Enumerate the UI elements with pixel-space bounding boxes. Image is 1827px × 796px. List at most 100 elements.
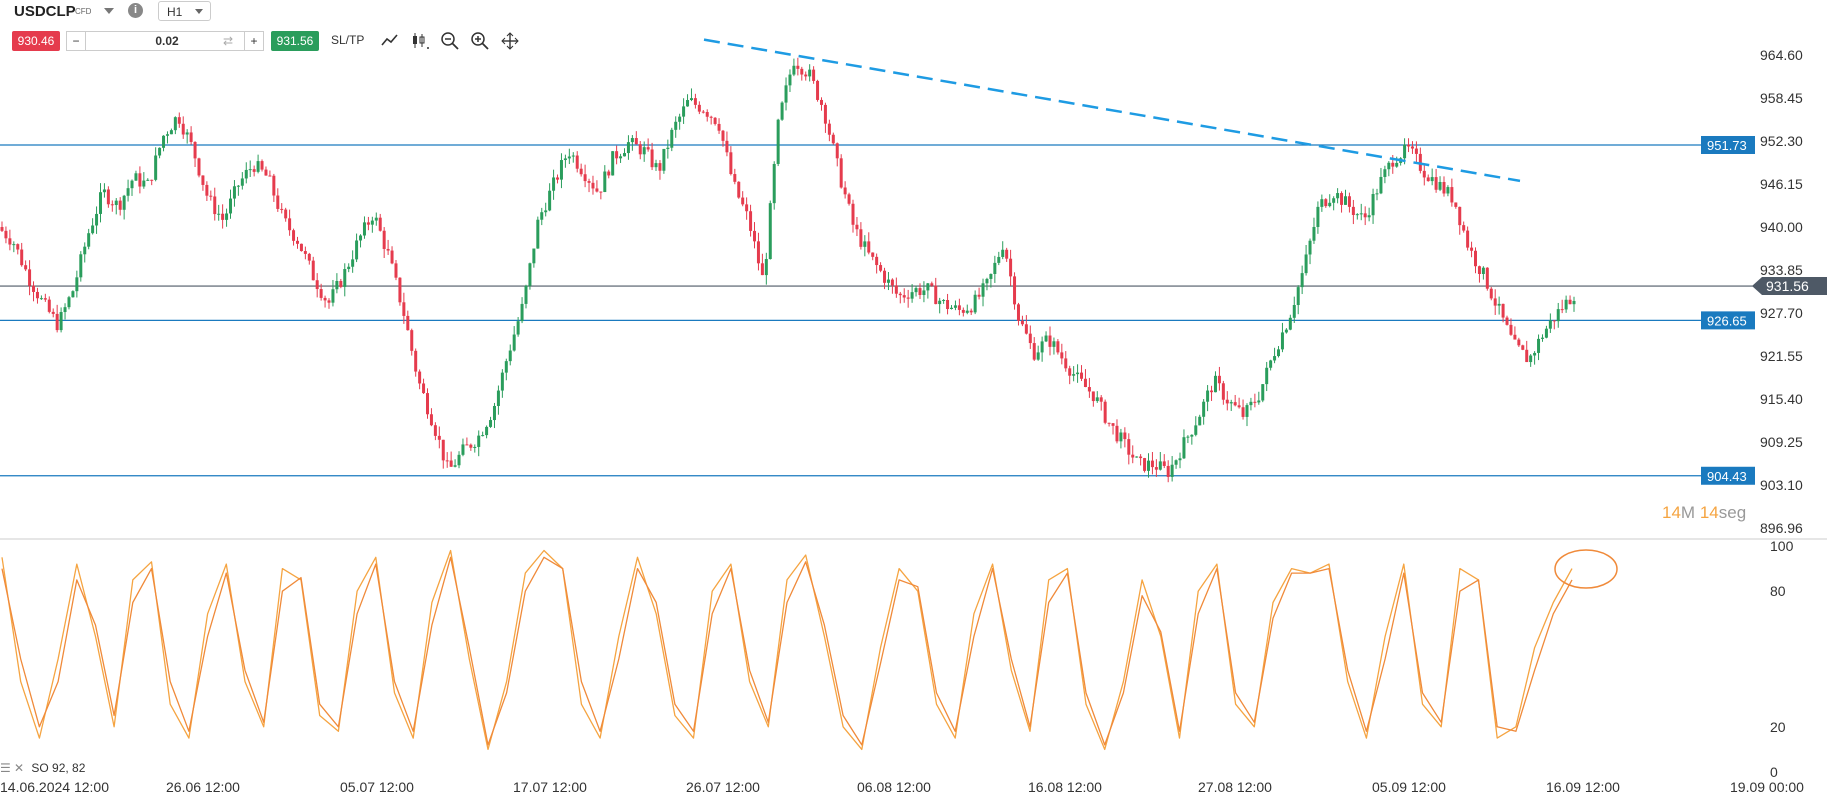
candle-body bbox=[1454, 202, 1458, 207]
candle-body bbox=[981, 283, 985, 297]
candle-body bbox=[579, 168, 583, 175]
candle-body bbox=[906, 297, 910, 299]
candle-body bbox=[528, 263, 532, 286]
candle-body bbox=[343, 269, 347, 287]
candle-body bbox=[1438, 182, 1442, 190]
line-chart-icon[interactable] bbox=[380, 31, 400, 51]
candle-body bbox=[232, 186, 236, 199]
price-tick-label: 903.10 bbox=[1760, 477, 1803, 493]
candle-body bbox=[638, 144, 642, 155]
candle-body bbox=[1568, 299, 1572, 305]
symbol-name[interactable]: USDCLP bbox=[14, 3, 76, 20]
candle-body bbox=[721, 130, 725, 141]
candle-body bbox=[1131, 454, 1135, 458]
candle-body bbox=[1485, 267, 1489, 289]
candle-body bbox=[1458, 206, 1462, 226]
increase-quantity-button[interactable]: + bbox=[244, 32, 263, 50]
candle-body bbox=[276, 195, 280, 209]
candle-body bbox=[221, 213, 225, 220]
level-price-tag-label: 904.43 bbox=[1707, 469, 1747, 484]
crosshair-move-icon[interactable] bbox=[500, 31, 520, 51]
candle-body bbox=[1548, 320, 1552, 329]
candle-body bbox=[646, 147, 650, 150]
candle-body bbox=[662, 148, 666, 171]
candle-body bbox=[808, 69, 812, 77]
candle-body bbox=[169, 130, 173, 135]
candle-body bbox=[201, 175, 205, 185]
candle-body bbox=[1501, 303, 1505, 318]
candle-body bbox=[1391, 162, 1395, 167]
timeframe-select[interactable]: H1 bbox=[158, 1, 211, 21]
candle-body bbox=[886, 279, 890, 283]
info-icon[interactable]: i bbox=[128, 3, 143, 18]
candle-body bbox=[71, 291, 75, 298]
candle-body bbox=[1111, 423, 1115, 426]
zoom-in-icon[interactable] bbox=[470, 31, 490, 51]
candle-body bbox=[256, 161, 260, 172]
candle-body bbox=[760, 263, 764, 276]
decrease-quantity-button[interactable]: − bbox=[67, 32, 86, 50]
candle-body bbox=[1036, 352, 1040, 360]
price-tick-label: 946.15 bbox=[1760, 176, 1803, 192]
highlight-ellipse[interactable] bbox=[1554, 549, 1618, 589]
candle-body bbox=[843, 187, 847, 195]
candle-body bbox=[753, 230, 757, 242]
candle-body bbox=[1308, 240, 1312, 255]
candle-body bbox=[335, 281, 339, 290]
buy-button[interactable]: 931.56 bbox=[271, 31, 319, 51]
symbol-dropdown-icon[interactable] bbox=[104, 8, 114, 14]
candle-body bbox=[35, 291, 39, 299]
quantity-input[interactable]: 0.02 bbox=[155, 34, 179, 48]
candle-body bbox=[1403, 144, 1407, 159]
candle-body bbox=[1186, 436, 1190, 438]
candle-body bbox=[678, 116, 682, 122]
candle-body bbox=[772, 163, 776, 204]
candle-body bbox=[213, 196, 217, 215]
candle-body bbox=[1028, 333, 1032, 344]
candle-body bbox=[1178, 458, 1182, 461]
candle-body bbox=[934, 285, 938, 305]
candle-body bbox=[693, 98, 697, 105]
candle-body bbox=[512, 334, 516, 351]
trendline[interactable] bbox=[703, 38, 1521, 183]
close-icon[interactable]: ✕ bbox=[14, 761, 25, 775]
candle-body bbox=[1288, 317, 1292, 330]
candle-body bbox=[138, 173, 142, 187]
candle-body bbox=[378, 217, 382, 231]
candle-body bbox=[1505, 317, 1509, 325]
candle-body bbox=[1162, 461, 1166, 466]
candle-body bbox=[666, 147, 670, 149]
candle-body bbox=[193, 141, 197, 159]
candle-body bbox=[1363, 213, 1367, 218]
candle-body bbox=[1166, 465, 1170, 477]
zoom-out-icon[interactable] bbox=[440, 31, 460, 51]
sell-button[interactable]: 930.46 bbox=[12, 31, 60, 51]
candle-body bbox=[1083, 378, 1087, 388]
price-tick-label: 958.45 bbox=[1760, 90, 1803, 106]
candle-body bbox=[122, 195, 126, 210]
candle-body bbox=[1379, 176, 1383, 194]
candles-icon[interactable] bbox=[410, 31, 430, 51]
candle-body bbox=[615, 151, 619, 159]
candle-body bbox=[630, 138, 634, 143]
candle-body bbox=[961, 309, 965, 313]
candle-body bbox=[855, 224, 859, 230]
settings-icon[interactable]: ☰ bbox=[0, 761, 11, 775]
candle-body bbox=[331, 289, 335, 303]
timeframe-value: H1 bbox=[167, 5, 183, 19]
candle-body bbox=[1225, 399, 1229, 404]
sl-tp-button[interactable]: SL/TP bbox=[331, 33, 365, 47]
candle-body bbox=[733, 174, 737, 182]
candle-body bbox=[1304, 254, 1308, 274]
candle-body bbox=[835, 143, 839, 159]
candle-body bbox=[1146, 460, 1150, 471]
indicator-legend[interactable]: ☰ ✕ SO 92, 82 bbox=[0, 761, 86, 775]
toolbar: USDCLP CFD i H1 930.46 − 0.02 ⇄ + 931.56… bbox=[0, 0, 1827, 70]
candle-body bbox=[461, 444, 465, 455]
candle-body bbox=[946, 300, 950, 310]
candle-body bbox=[260, 161, 264, 170]
swap-icon[interactable]: ⇄ bbox=[222, 34, 234, 48]
candle-body bbox=[524, 285, 528, 304]
candle-body bbox=[1245, 405, 1249, 417]
